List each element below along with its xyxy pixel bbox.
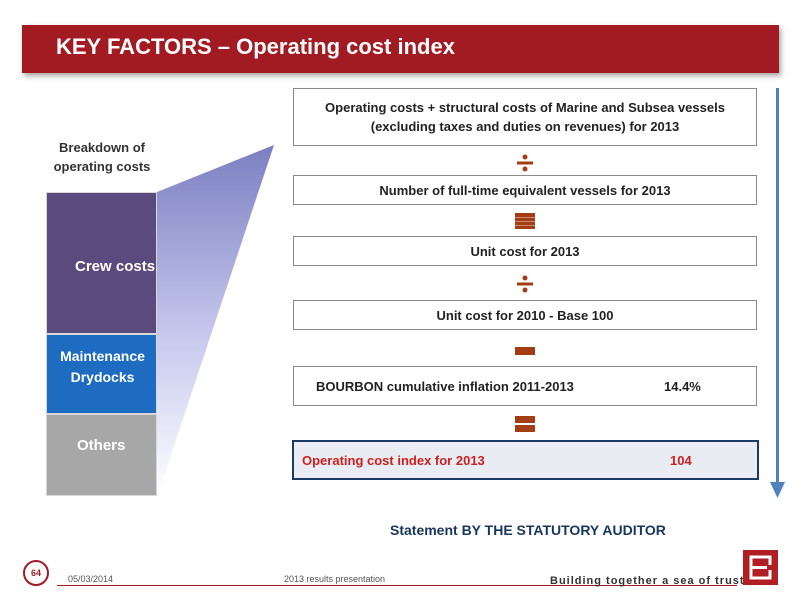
crew-costs-label: Crew costs xyxy=(75,258,156,275)
footer-divider xyxy=(57,585,737,586)
flow-arrow-icon xyxy=(770,88,785,498)
divide-icon xyxy=(517,154,533,172)
result-box: Operating cost index for 2013 104 xyxy=(292,440,759,480)
unit-cost-2010-box: Unit cost for 2010 - Base 100 xyxy=(293,300,757,330)
minus-icon xyxy=(515,347,535,355)
funnel-shape xyxy=(157,145,274,497)
crew-costs-segment: Crew costs xyxy=(46,192,157,334)
unit-cost-2013-box: Unit cost for 2013 xyxy=(293,236,757,266)
bourbon-logo-icon xyxy=(743,550,778,585)
inflation-label: BOURBON cumulative inflation 2011-2013 xyxy=(316,379,574,394)
inflation-value: 14.4% xyxy=(664,379,701,394)
equals-bar-top xyxy=(515,416,535,423)
page-title: KEY FACTORS – Operating cost index xyxy=(56,34,455,59)
others-segment: Others xyxy=(46,414,157,496)
breakdown-label: Breakdown of operating costs xyxy=(53,140,151,174)
maintenance-drydocks-label: Maintenance Drydocks xyxy=(60,348,145,385)
footer-tagline: Building together a sea of trust xyxy=(550,575,745,587)
divide-icon xyxy=(517,275,533,293)
vessels-box: Number of full-time equivalent vessels f… xyxy=(293,175,757,205)
others-label: Others xyxy=(77,437,126,454)
numerator-box: Operating costs + structural costs of Ma… xyxy=(293,88,757,146)
index-value: 104 xyxy=(670,453,692,468)
maintenance-drydocks-segment: Maintenance Drydocks xyxy=(46,334,157,414)
title-bar: KEY FACTORS – Operating cost index xyxy=(22,25,779,73)
page-number: 64 xyxy=(23,560,49,586)
index-label: Operating cost index for 2013 xyxy=(302,453,485,468)
statement-auditor: Statement BY THE STATUTORY AUDITOR xyxy=(390,522,666,538)
footer-presentation-title: 2013 results presentation xyxy=(284,574,386,584)
equals-bar-bottom xyxy=(515,425,535,432)
equals-icon xyxy=(515,213,535,229)
inflation-box: BOURBON cumulative inflation 2011-2013 1… xyxy=(293,366,757,406)
footer-date: 05/03/2014 xyxy=(68,574,114,584)
